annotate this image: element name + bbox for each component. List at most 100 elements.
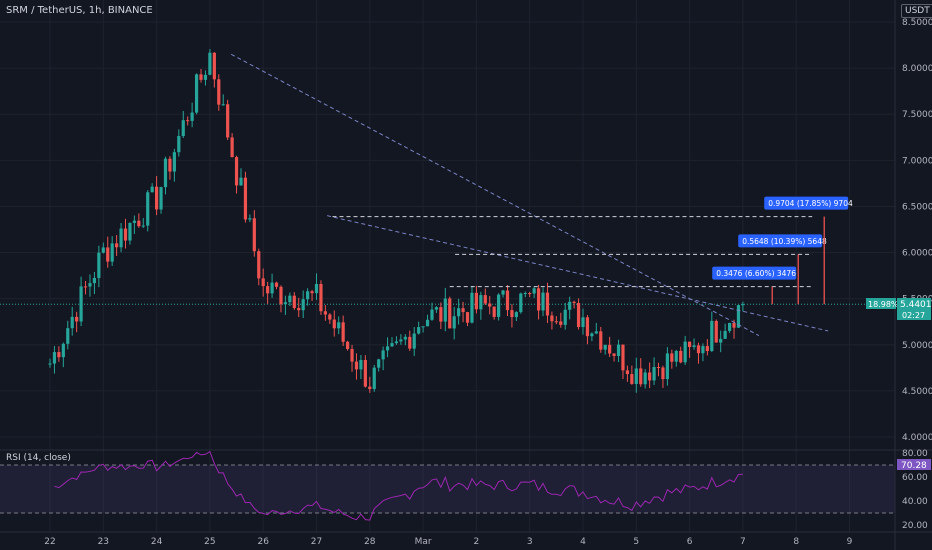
candle-body: [57, 352, 61, 358]
candle-body: [696, 345, 701, 354]
rsi-value-label: 70.28: [901, 461, 927, 471]
candle-body: [212, 52, 216, 80]
candle-body: [350, 349, 354, 362]
candle-body: [554, 321, 558, 323]
candle-body: [505, 290, 510, 311]
candle-body: [625, 370, 630, 375]
candle-body: [345, 341, 350, 350]
time-tick: 22: [44, 537, 55, 547]
candle-body: [257, 251, 261, 279]
rsi-tick: 60.00: [902, 473, 928, 483]
grid: [0, 0, 895, 532]
candle-body: [523, 293, 527, 295]
candle-body: [372, 367, 376, 390]
time-tick: 24: [151, 537, 163, 547]
candle-body: [630, 374, 634, 384]
candle-body: [483, 295, 487, 304]
candle-body: [239, 177, 243, 186]
candle-body: [337, 322, 341, 329]
currency-badge[interactable]: USDT: [901, 4, 932, 18]
time-tick: 7: [740, 537, 746, 547]
candle-body: [79, 286, 83, 322]
current-price-label-bg: [897, 298, 931, 320]
candle-body: [634, 368, 638, 384]
candle-body: [470, 292, 474, 323]
candle-body: [217, 79, 221, 105]
candle-body: [314, 283, 319, 294]
candle-body: [252, 218, 256, 252]
candle-body: [306, 291, 310, 300]
candle-body: [155, 186, 159, 210]
candle-body: [550, 315, 554, 322]
candle-body: [465, 312, 470, 323]
candle-body: [492, 306, 496, 317]
candle-body: [381, 350, 385, 360]
candle-body: [714, 320, 718, 343]
candle-body: [110, 243, 114, 262]
candle-body: [732, 322, 736, 328]
candle-body: [368, 386, 372, 390]
candle-body: [132, 220, 136, 223]
time-tick: 6: [687, 537, 693, 547]
time-axis[interactable]: 22 23 24 25 26 27 28 Mar 2 3 4 5 6 7 8 9: [44, 537, 852, 547]
candle-body: [661, 367, 665, 380]
time-tick: 9: [847, 537, 853, 547]
candle-body: [221, 104, 225, 106]
price-tick: 5.0000: [902, 341, 932, 351]
candle-body: [199, 74, 203, 80]
candle-body: [288, 295, 292, 303]
candle-body: [719, 338, 723, 343]
candle-body: [119, 228, 123, 248]
candle-body: [266, 286, 270, 294]
price-tick: 6.0000: [902, 249, 932, 259]
candle-body: [452, 316, 456, 329]
candle-body: [390, 343, 394, 347]
candle-body: [283, 302, 288, 305]
candle-body: [323, 311, 327, 315]
candle-body: [97, 252, 101, 278]
candle-body: [603, 344, 607, 350]
candle-body: [354, 361, 359, 370]
price-tick: 8.5000: [902, 18, 932, 28]
candle-body: [52, 352, 57, 364]
price-tick: 8.0000: [902, 64, 932, 74]
measurements: 0.3476 (6.60%) 3476 0.5648 (10.39%) 5648 0…: [332, 196, 853, 305]
candle-body: [497, 294, 501, 317]
candle-body: [168, 158, 172, 172]
candle-body: [510, 310, 514, 318]
candle-body: [439, 307, 443, 322]
candle-body: [66, 328, 70, 344]
candle-body: [421, 326, 425, 328]
time-tick: 8: [793, 537, 799, 547]
candle-body: [115, 243, 119, 248]
symbol-title[interactable]: SRM / TetherUS, 1h, BINANCE: [6, 5, 153, 16]
candle-body: [88, 283, 92, 287]
candle-body: [123, 228, 128, 241]
candle-body: [92, 277, 97, 284]
candle-body: [576, 302, 581, 328]
candle-body: [572, 301, 576, 303]
candle-body: [559, 321, 563, 325]
candle-body: [270, 282, 274, 294]
candle-body: [692, 345, 696, 347]
candle-body: [181, 120, 185, 137]
candle-body: [137, 220, 141, 227]
candle-body: [208, 52, 212, 75]
price-axis[interactable]: 8.50008.00007.50007.00006.50006.00005.50…: [902, 18, 932, 443]
candle-body: [261, 278, 265, 287]
candle-body: [146, 192, 150, 226]
measure-label: 0.3476 (6.60%) 3476: [716, 269, 796, 278]
candle-body: [75, 316, 79, 322]
candle-body: [688, 341, 692, 347]
candle-body: [274, 282, 279, 287]
candle-body: [701, 346, 705, 354]
candle-body: [710, 320, 714, 352]
rsi-title[interactable]: RSI (14, close): [6, 453, 71, 463]
candle-body: [279, 286, 283, 305]
time-tick: Mar: [415, 537, 432, 547]
candle-body: [141, 225, 145, 227]
candle-body: [203, 74, 208, 80]
price-tick: 7.0000: [902, 156, 932, 166]
candle-body: [590, 333, 594, 337]
